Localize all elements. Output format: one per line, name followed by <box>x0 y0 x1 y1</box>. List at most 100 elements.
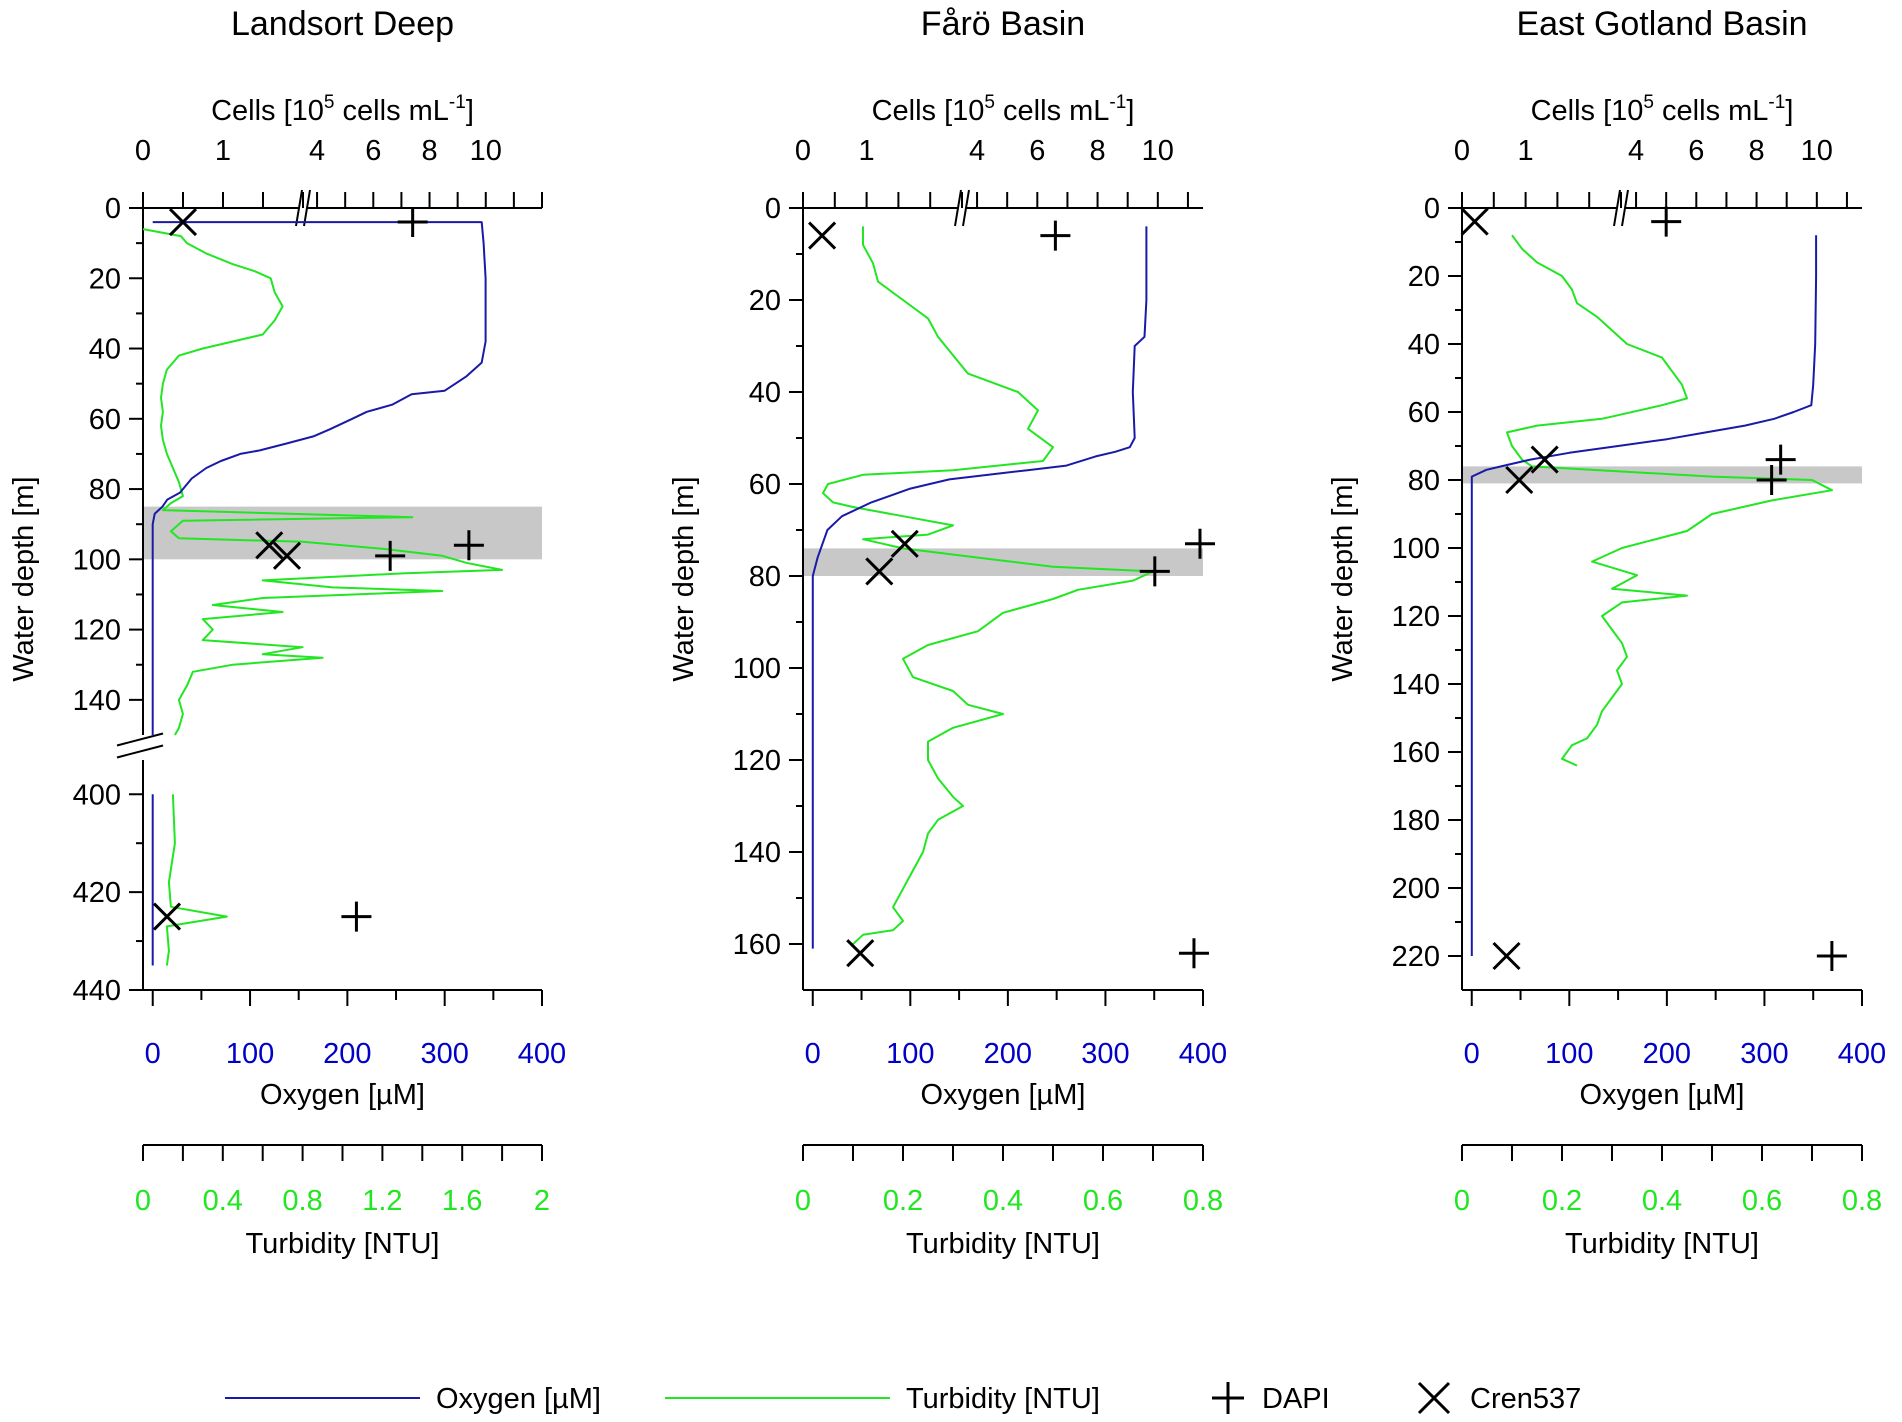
oxygen-tick-label: 0 <box>1464 1038 1480 1070</box>
legend-label: Cren537 <box>1470 1383 1581 1415</box>
cren537-marker <box>890 529 919 558</box>
cells-axis-title-text: Cells [10 <box>211 95 324 127</box>
oxygen-tick-label: 300 <box>1081 1038 1129 1070</box>
oxygen-axis-title: Oxygen [µM] <box>921 1079 1086 1111</box>
panel-title: East Gotland Basin <box>1516 5 1807 43</box>
depth-axis-title: Water depth [m] <box>8 476 40 681</box>
dapi-marker <box>1184 528 1215 559</box>
depth-tick-label: 40 <box>749 377 781 409</box>
oxygen-profile-line <box>1470 235 1818 956</box>
cells-tick-label: 4 <box>1628 135 1644 167</box>
cells-axis-title: Cells [105 cells mL-1] <box>872 92 1135 127</box>
depth-tick-label: 80 <box>1408 465 1440 497</box>
cells-tick-label: 4 <box>969 135 985 167</box>
depth-tick-label: 20 <box>89 263 121 295</box>
turbidity-tick-label: 0.4 <box>203 1185 243 1217</box>
depth-tick-label: 400 <box>73 779 121 811</box>
depth-tick-label: 140 <box>1392 669 1440 701</box>
turbidity-profile-line <box>165 794 228 966</box>
oxygen-tick-label: 0 <box>145 1038 161 1070</box>
depth-axis-break-mark <box>116 732 164 747</box>
depth-tick-label: 40 <box>89 334 121 366</box>
depth-tick-label: 140 <box>73 685 121 717</box>
cells-tick-label: 1 <box>1518 135 1534 167</box>
cren537-marker <box>272 541 302 570</box>
turbidity-profile-line <box>822 226 1154 945</box>
dapi-marker <box>341 901 372 932</box>
cells-tick-label: 1 <box>215 135 231 167</box>
depth-tick-label: 120 <box>73 615 121 647</box>
cells-axis-break-mark <box>962 189 970 227</box>
cells-tick-label: 10 <box>1142 135 1174 167</box>
cren537-marker <box>1492 941 1521 971</box>
oxygen-axis-title: Oxygen [µM] <box>1580 1079 1745 1111</box>
turbidity-tick-label: 0 <box>795 1185 811 1217</box>
cells-axis-title-unit: cells mL <box>995 95 1109 127</box>
turbidity-tick-label: 0.6 <box>1742 1185 1782 1217</box>
oxygen-tick-label: 200 <box>1643 1038 1691 1070</box>
turbidity-axis-title: Turbidity [NTU] <box>246 1228 440 1260</box>
legend-label: Oxygen [µM] <box>436 1383 601 1415</box>
dapi-marker <box>1651 206 1682 237</box>
depth-tick-label: 80 <box>749 561 781 593</box>
cells-tick-label: 6 <box>365 135 381 167</box>
turbidity-tick-label: 1.2 <box>362 1185 402 1217</box>
dapi-marker <box>1816 941 1847 971</box>
cells-axis-title-text: Cells [10 <box>872 95 985 127</box>
turbidity-tick-label: 0.8 <box>282 1185 322 1217</box>
turbidity-tick-label: 0 <box>135 1185 151 1217</box>
turbidity-tick-label: 0.4 <box>1642 1185 1682 1217</box>
turbidity-tick-label: 0.8 <box>1842 1185 1882 1217</box>
depth-tick-label: 140 <box>733 837 781 869</box>
cells-axis-title: Cells [105 cells mL-1] <box>211 92 474 127</box>
panel-title: Landsort Deep <box>231 5 454 43</box>
cells-axis-break-mark <box>1621 189 1629 227</box>
cells-axis-title-close: ] <box>466 95 474 127</box>
depth-tick-label: 80 <box>89 474 121 506</box>
cren537-marker <box>865 557 894 586</box>
depth-axis-title: Water depth [m] <box>668 476 700 681</box>
cells-axis-title-exponent: 5 <box>984 92 995 113</box>
cells-axis-title-text: Cells [10 <box>1531 95 1644 127</box>
oxygen-tick-label: 0 <box>805 1038 821 1070</box>
depth-tick-label: 120 <box>733 745 781 777</box>
oxygen-tick-label: 300 <box>1740 1038 1788 1070</box>
cells-tick-label: 0 <box>135 135 151 167</box>
dapi-marker <box>1756 465 1787 495</box>
cells-tick-label: 8 <box>421 135 437 167</box>
oxygen-tick-label: 100 <box>1545 1038 1593 1070</box>
depth-tick-label: 160 <box>733 929 781 961</box>
dapi-marker <box>397 207 428 238</box>
cren537-marker <box>1530 445 1559 474</box>
panel-east-gotland-basin: East Gotland Basin Cells [105 cells mL-1]… <box>1327 5 1886 1260</box>
oxygen-tick-label: 300 <box>420 1038 468 1070</box>
depth-tick-label: 60 <box>749 469 781 501</box>
turbidity-tick-label: 0.6 <box>1083 1185 1123 1217</box>
depth-tick-label: 160 <box>1392 737 1440 769</box>
turbidity-tick-label: 0.2 <box>883 1185 923 1217</box>
cells-tick-label: 1 <box>859 135 875 167</box>
depth-tick-label: 20 <box>1408 261 1440 293</box>
legend-plus-symbol <box>1212 1382 1244 1414</box>
oxygen-tick-label: 200 <box>323 1038 371 1070</box>
legend-cross-symbol <box>1417 1381 1451 1415</box>
depth-tick-label: 60 <box>1408 397 1440 429</box>
cells-tick-label: 10 <box>1801 135 1833 167</box>
depth-tick-label: 420 <box>73 877 121 909</box>
depth-tick-label: 40 <box>1408 329 1440 361</box>
turbidity-tick-label: 0.8 <box>1183 1185 1223 1217</box>
depth-tick-label: 120 <box>1392 601 1440 633</box>
turbidity-tick-label: 0.4 <box>983 1185 1023 1217</box>
dapi-marker <box>1139 556 1170 587</box>
depth-tick-label: 100 <box>733 653 781 685</box>
oxygen-profile-line <box>811 226 1148 949</box>
oxygen-tick-label: 100 <box>886 1038 934 1070</box>
cells-tick-label: 6 <box>1688 135 1704 167</box>
turbidity-tick-label: 0 <box>1454 1185 1470 1217</box>
cells-axis-title: Cells [105 cells mL-1] <box>1531 92 1794 127</box>
cells-tick-label: 0 <box>795 135 811 167</box>
oxygen-tick-label: 400 <box>1179 1038 1227 1070</box>
cells-axis-title-unit-exponent: -1 <box>1768 92 1785 113</box>
